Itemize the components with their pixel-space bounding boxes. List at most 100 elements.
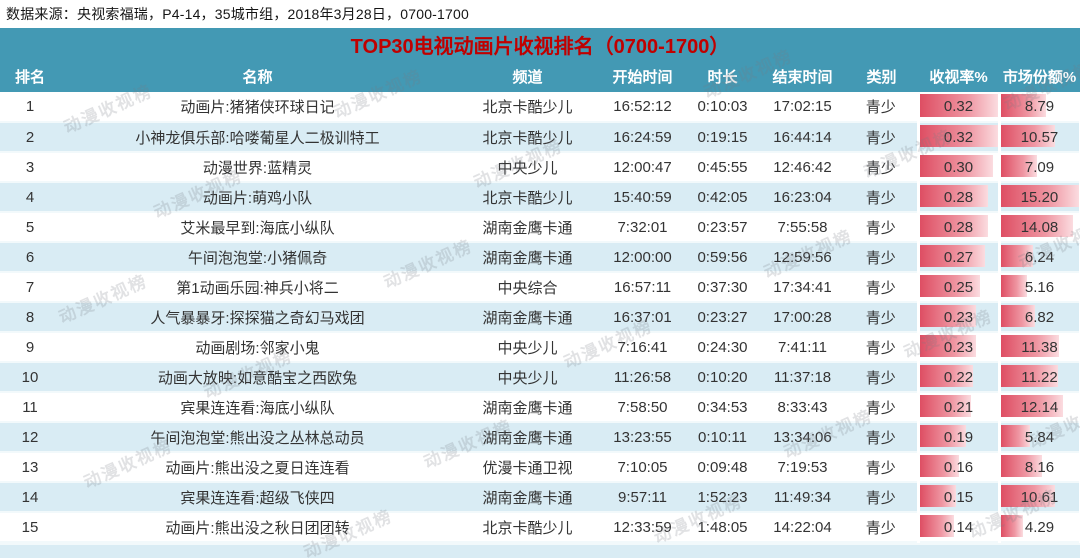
name-cell: 宾果连连看:海底小纵队 xyxy=(60,392,455,423)
column-header-start-time: 开始时间 xyxy=(600,60,685,92)
duration-cell: 1:48:05 xyxy=(685,512,760,543)
rating-cell: 0.22 xyxy=(916,362,1001,393)
column-header-category: 类别 xyxy=(845,60,918,92)
rating-value: 0.27 xyxy=(943,248,974,266)
duration-cell: 0:19:15 xyxy=(685,122,760,153)
share-value: 10.57 xyxy=(1020,128,1059,146)
category-cell: 青少 xyxy=(845,362,918,393)
rating-bar xyxy=(921,365,974,387)
rating-value: 0.28 xyxy=(943,218,974,236)
table-row: 7 第1动画乐园:神兵小将二 中央综合 16:57:11 0:37:30 17:34:41… xyxy=(0,272,1080,303)
channel-cell: 湖南金鹰卡通 xyxy=(455,422,600,453)
category-cell: 青少 xyxy=(845,212,918,243)
channel-cell: 湖南金鹰卡通 xyxy=(455,482,600,513)
start-time-cell: 12:00:47 xyxy=(600,152,685,183)
duration-cell: 0:42:05 xyxy=(685,182,760,213)
share-bar xyxy=(1002,395,1063,417)
end-time-cell: 16:23:04 xyxy=(760,182,845,213)
partial-next-row xyxy=(0,543,1080,558)
share-value: 8.16 xyxy=(1024,458,1055,476)
share-value: 6.82 xyxy=(1024,308,1055,326)
rating-bar xyxy=(921,425,966,447)
table-row: 2 小神龙俱乐部:哈喽葡星人二极训特工 北京卡酷少儿 16:24:59 0:19:15 1… xyxy=(0,122,1080,153)
rating-bar xyxy=(921,515,954,537)
rating-bar xyxy=(921,335,976,357)
start-time-cell: 12:00:00 xyxy=(600,242,685,273)
end-time-cell: 16:44:14 xyxy=(760,122,845,153)
share-cell: 5.84 xyxy=(997,422,1080,453)
table-row: 6 午间泡泡堂:小猪佩奇 湖南金鹰卡通 12:00:00 0:59:56 12:59:56… xyxy=(0,242,1080,273)
table-row: 5 艾米最早到:海底小纵队 湖南金鹰卡通 7:32:01 0:23:57 7:55:58 青… xyxy=(0,212,1080,243)
rating-bar xyxy=(921,215,988,237)
start-time-cell: 7:58:50 xyxy=(600,392,685,423)
channel-cell: 湖南金鹰卡通 xyxy=(455,302,600,333)
name-cell: 动漫世界:蓝精灵 xyxy=(60,152,455,183)
name-cell: 人气暴暴牙:探探猫之奇幻马戏团 xyxy=(60,302,455,333)
rating-bar xyxy=(921,155,993,177)
table-title: TOP30电视动画片收视排名（0700-1700） xyxy=(0,28,1080,60)
column-header-rating: 收视率% xyxy=(918,60,999,92)
channel-cell: 北京卡酷少儿 xyxy=(455,122,600,153)
table-row: 12 午间泡泡堂:熊出没之丛林总动员 湖南金鹰卡通 13:23:55 0:10:11 13… xyxy=(0,422,1080,453)
rating-bar xyxy=(921,245,986,267)
start-time-cell: 7:32:01 xyxy=(600,212,685,243)
rating-cell: 0.32 xyxy=(916,92,1001,123)
rating-value: 0.32 xyxy=(943,98,974,115)
share-value: 10.61 xyxy=(1020,488,1059,506)
category-cell: 青少 xyxy=(845,302,918,333)
rating-bar xyxy=(921,485,957,507)
rating-value: 0.16 xyxy=(943,458,974,476)
end-time-cell: 13:34:06 xyxy=(760,422,845,453)
share-value: 14.08 xyxy=(1020,218,1059,236)
end-time-cell: 8:33:43 xyxy=(760,392,845,423)
end-time-cell: 7:41:11 xyxy=(760,332,845,363)
rating-cell: 0.23 xyxy=(916,302,1001,333)
share-bar xyxy=(1002,185,1077,207)
rank-cell: 12 xyxy=(0,422,60,453)
share-bar xyxy=(1002,155,1037,177)
rating-value: 0.14 xyxy=(943,518,974,536)
share-bar xyxy=(1002,455,1043,477)
rank-cell: 11 xyxy=(0,392,60,423)
table-row: 1 动画片:猪猪侠环球日记 北京卡酷少儿 16:52:12 0:10:03 17:02:1… xyxy=(0,92,1080,123)
rating-cell: 0.28 xyxy=(916,182,1001,213)
category-cell: 青少 xyxy=(845,92,918,123)
rating-bar xyxy=(921,185,988,207)
category-cell: 青少 xyxy=(845,512,918,543)
rating-value: 0.15 xyxy=(943,488,974,506)
rating-value: 0.23 xyxy=(943,338,974,356)
rating-cell: 0.15 xyxy=(916,482,1001,513)
category-cell: 青少 xyxy=(845,272,918,303)
category-cell: 青少 xyxy=(845,122,918,153)
rank-cell: 8 xyxy=(0,302,60,333)
rank-cell: 3 xyxy=(0,152,60,183)
rank-cell: 6 xyxy=(0,242,60,273)
start-time-cell: 15:40:59 xyxy=(600,182,685,213)
share-bar xyxy=(1002,335,1059,357)
share-value: 5.16 xyxy=(1024,278,1055,296)
name-cell: 午间泡泡堂:小猪佩奇 xyxy=(60,242,455,273)
column-header-name: 名称 xyxy=(60,60,455,92)
end-time-cell: 7:55:58 xyxy=(760,212,845,243)
table-row: 3 动漫世界:蓝精灵 中央少儿 12:00:47 0:45:55 12:46:42 青少 0.… xyxy=(0,152,1080,183)
end-time-cell: 17:00:28 xyxy=(760,302,845,333)
share-value: 5.84 xyxy=(1024,428,1055,446)
start-time-cell: 9:57:11 xyxy=(600,482,685,513)
share-bar xyxy=(1002,485,1055,507)
start-time-cell: 7:16:41 xyxy=(600,332,685,363)
rating-value: 0.21 xyxy=(943,398,974,416)
name-cell: 艾米最早到:海底小纵队 xyxy=(60,212,455,243)
rating-value: 0.32 xyxy=(943,128,974,146)
share-cell: 15.20 xyxy=(997,182,1080,213)
share-value: 8.79 xyxy=(1024,98,1055,115)
duration-cell: 0:59:56 xyxy=(685,242,760,273)
ratings-table: 排名 名称 频道 开始时间 时长 结束时间 类别 收视率% 市场份额% 1 动画片:猪猪侠环球日记… xyxy=(0,60,1080,543)
share-value: 7.09 xyxy=(1024,158,1055,176)
table-row: 8 人气暴暴牙:探探猫之奇幻马戏团 湖南金鹰卡通 16:37:01 0:23:27 17:… xyxy=(0,302,1080,333)
duration-cell: 1:52:23 xyxy=(685,482,760,513)
end-time-cell: 12:59:56 xyxy=(760,242,845,273)
share-bar xyxy=(1002,515,1023,537)
duration-cell: 0:10:20 xyxy=(685,362,760,393)
rank-cell: 2 xyxy=(0,122,60,153)
